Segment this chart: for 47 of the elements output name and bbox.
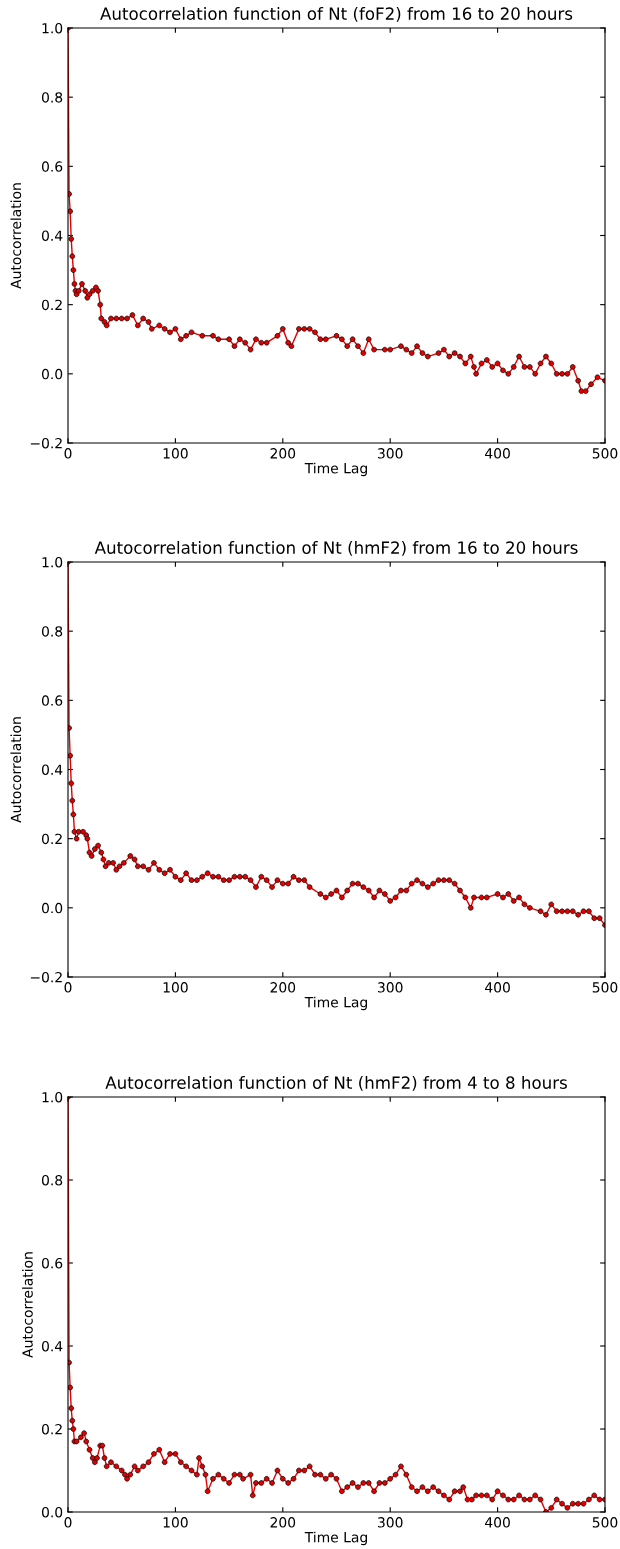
- chart-title: Autocorrelation function of Nt (foF2) from 16 to 20 hours: [100, 7, 573, 22]
- y-axis-title: Autocorrelation: [10, 717, 22, 823]
- y-tick-label: 0.6: [41, 1257, 63, 1269]
- y-tick-label: 0.2: [41, 1423, 62, 1435]
- x-tick-label: 100: [163, 448, 188, 459]
- x-axis-title: Time Lag: [304, 1531, 367, 1546]
- y-tick-label: 0.8: [41, 1174, 63, 1186]
- x-tick-label: 0: [64, 1517, 72, 1528]
- x-tick-label: 0: [64, 982, 72, 993]
- x-axis-title: Time Lag: [304, 996, 367, 1011]
- x-tick-label: 500: [592, 1517, 618, 1528]
- x-tick-label: 300: [378, 448, 403, 459]
- y-tick-label: −0.2: [30, 971, 62, 983]
- y-tick-label: 0.4: [41, 1340, 63, 1352]
- y-tick-label: 1.0: [42, 22, 63, 34]
- x-tick-label: 300: [378, 1517, 403, 1528]
- y-tick-label: 0.0: [41, 368, 63, 380]
- y-tick-label: −0.2: [30, 437, 62, 449]
- chart-title: Autocorrelation function of Nt (hmF2) from 16 to 20 hours: [94, 541, 578, 556]
- x-tick-label: 200: [270, 982, 296, 993]
- x-tick-label: 0: [64, 448, 72, 459]
- x-tick-label: 100: [163, 982, 188, 993]
- y-tick-label: 0.8: [41, 626, 63, 637]
- y-tick-label: 1.0: [42, 556, 63, 568]
- x-tick-label: 300: [378, 982, 403, 993]
- y-tick-label: 0.0: [41, 1506, 63, 1518]
- x-tick-label: 100: [163, 1517, 188, 1528]
- y-tick-label: 1.0: [42, 1091, 63, 1103]
- y-tick-label: 0.8: [41, 92, 63, 103]
- y-axis-title: Autocorrelation: [10, 183, 22, 289]
- x-tick-label: 400: [485, 1517, 510, 1528]
- x-axis-title: Time Lag: [304, 462, 367, 477]
- x-tick-label: 200: [270, 1517, 296, 1528]
- y-tick-label: 0.2: [41, 299, 62, 311]
- y-tick-label: 0.6: [41, 161, 63, 172]
- x-tick-label: 500: [592, 982, 618, 993]
- y-tick-label: 0.6: [41, 695, 63, 706]
- y-tick-label: 0.4: [41, 230, 63, 241]
- y-tick-label: 0.4: [41, 764, 63, 775]
- y-tick-label: 0.0: [41, 902, 63, 914]
- x-tick-label: 200: [270, 448, 296, 459]
- chart-title: Autocorrelation function of Nt (hmF2) from 4 to 8 hours: [105, 1076, 567, 1091]
- x-tick-label: 400: [485, 982, 510, 993]
- y-axis-title: Autocorrelation: [22, 1252, 33, 1358]
- x-tick-label: 400: [485, 448, 510, 459]
- y-tick-label: 0.2: [41, 833, 62, 845]
- x-tick-label: 500: [592, 448, 618, 459]
